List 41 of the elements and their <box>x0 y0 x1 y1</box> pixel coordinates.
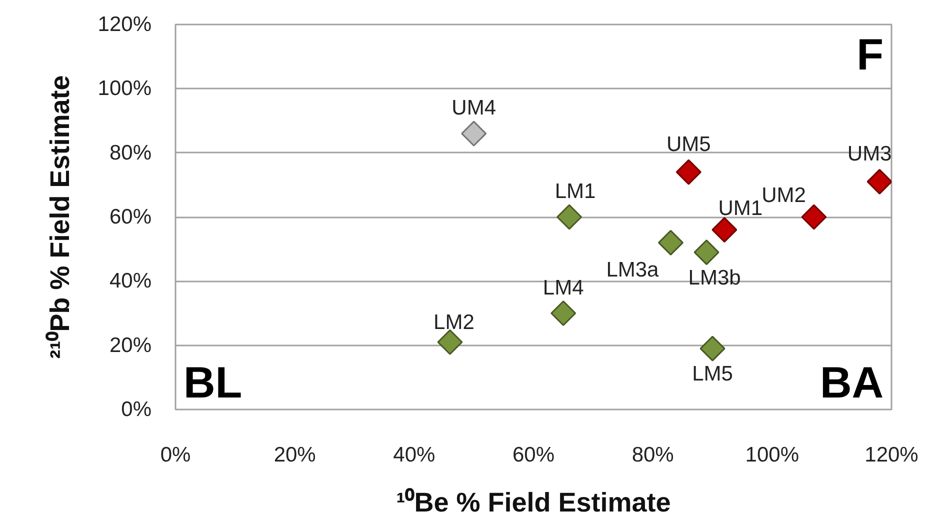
y-tick-label: 80% <box>109 141 152 164</box>
annotation: UM2 <box>762 184 806 207</box>
y-tick-label: 100% <box>98 77 152 100</box>
annotation: LM4 <box>542 276 584 300</box>
x-tick-label: 120% <box>864 444 918 466</box>
point <box>801 204 827 230</box>
point <box>700 336 726 362</box>
annotation: UM3 <box>847 142 892 166</box>
point <box>437 329 463 355</box>
point <box>550 300 576 326</box>
y-tick-label: 120% <box>98 13 152 36</box>
point <box>658 230 684 256</box>
annotation: UM4 <box>452 96 496 120</box>
point <box>712 217 738 243</box>
x-tick-label: 100% <box>745 444 800 466</box>
x-tick-label: 80% <box>632 444 674 466</box>
annotation: UM1 <box>718 196 763 220</box>
x-tick-label: 40% <box>393 444 436 466</box>
y-tick-label: 60% <box>109 206 152 228</box>
point <box>461 120 487 146</box>
point <box>866 168 892 194</box>
annotation: UM5 <box>666 133 711 156</box>
annotation: LM3b <box>688 266 741 290</box>
annotation: LM3a <box>606 258 660 282</box>
x-axis-title: ¹⁰Be % Field Estimate <box>396 488 671 518</box>
y-tick-label: 40% <box>109 270 152 293</box>
y-tick-label: 0% <box>121 398 152 421</box>
x-tick-label: 60% <box>512 444 555 466</box>
x-tick-label: 20% <box>274 444 316 466</box>
annotation: BA <box>820 358 884 408</box>
x-tick-label: 0% <box>160 444 191 466</box>
point <box>556 204 582 230</box>
annotation: F <box>856 30 884 80</box>
y-tick-label: 20% <box>109 334 152 357</box>
point <box>676 159 702 185</box>
point <box>694 240 720 266</box>
annotation: BL <box>184 358 242 408</box>
annotation: LM1 <box>554 180 596 203</box>
y-axis-title: ²¹⁰Pb % Field Estimate <box>44 75 75 359</box>
annotation: LM2 <box>434 311 474 334</box>
annotation: LM5 <box>692 362 733 386</box>
